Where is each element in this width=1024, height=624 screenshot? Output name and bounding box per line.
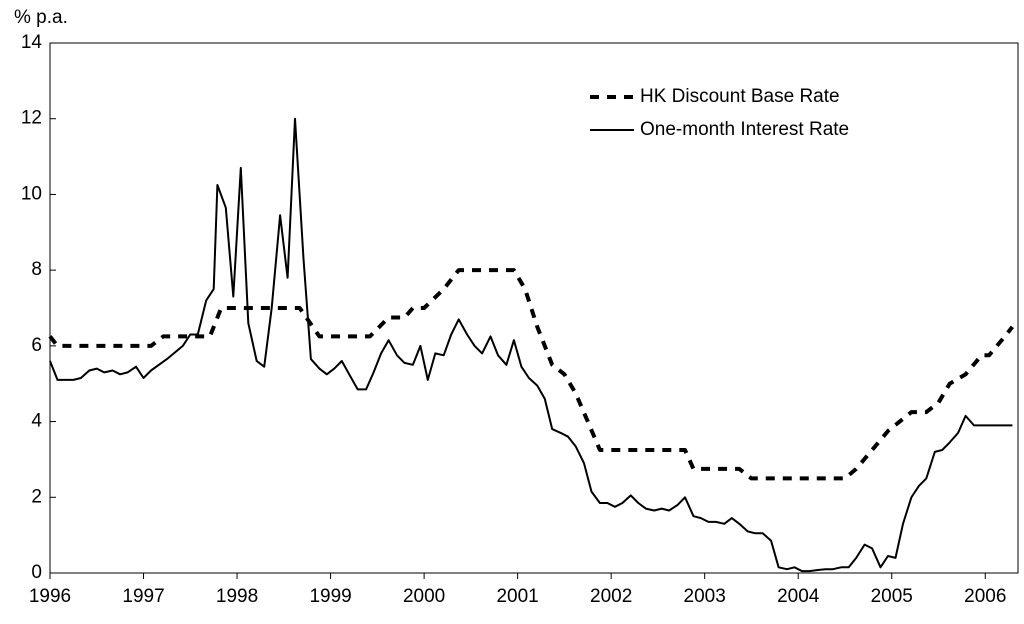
x-tick-label: 2005 bbox=[871, 586, 913, 607]
legend-label: HK Discount Base Rate bbox=[640, 86, 840, 107]
y-tick-label: 12 bbox=[21, 108, 42, 129]
y-tick-label: 4 bbox=[31, 411, 42, 432]
y-tick-label: 14 bbox=[21, 32, 43, 53]
dashed-line bbox=[48, 268, 1014, 481]
x-tick-label: 1996 bbox=[29, 586, 71, 607]
x-tick-label: 1997 bbox=[122, 586, 164, 607]
x-tick-label: 2002 bbox=[590, 586, 632, 607]
legend-label: One-month Interest Rate bbox=[640, 119, 849, 140]
y-tick-label: 10 bbox=[21, 183, 42, 204]
x-tick-label: 2004 bbox=[777, 586, 820, 607]
x-tick-label: 1998 bbox=[216, 586, 258, 607]
line bbox=[49, 117, 1013, 573]
x-tick-label: 2000 bbox=[403, 586, 445, 607]
y-tick-label: 8 bbox=[31, 259, 42, 280]
plot-frame bbox=[49, 42, 1019, 574]
x-tick-label: 2001 bbox=[496, 586, 538, 607]
x-tick-label: 2003 bbox=[684, 586, 726, 607]
x-tick-label: 1999 bbox=[309, 586, 351, 607]
y-axis-label: % p.a. bbox=[14, 7, 68, 28]
x-tick-label: 2006 bbox=[964, 586, 1006, 607]
y-tick-label: 6 bbox=[31, 335, 42, 356]
y-tick-label: 0 bbox=[31, 562, 42, 583]
y-tick-label: 2 bbox=[31, 486, 42, 507]
